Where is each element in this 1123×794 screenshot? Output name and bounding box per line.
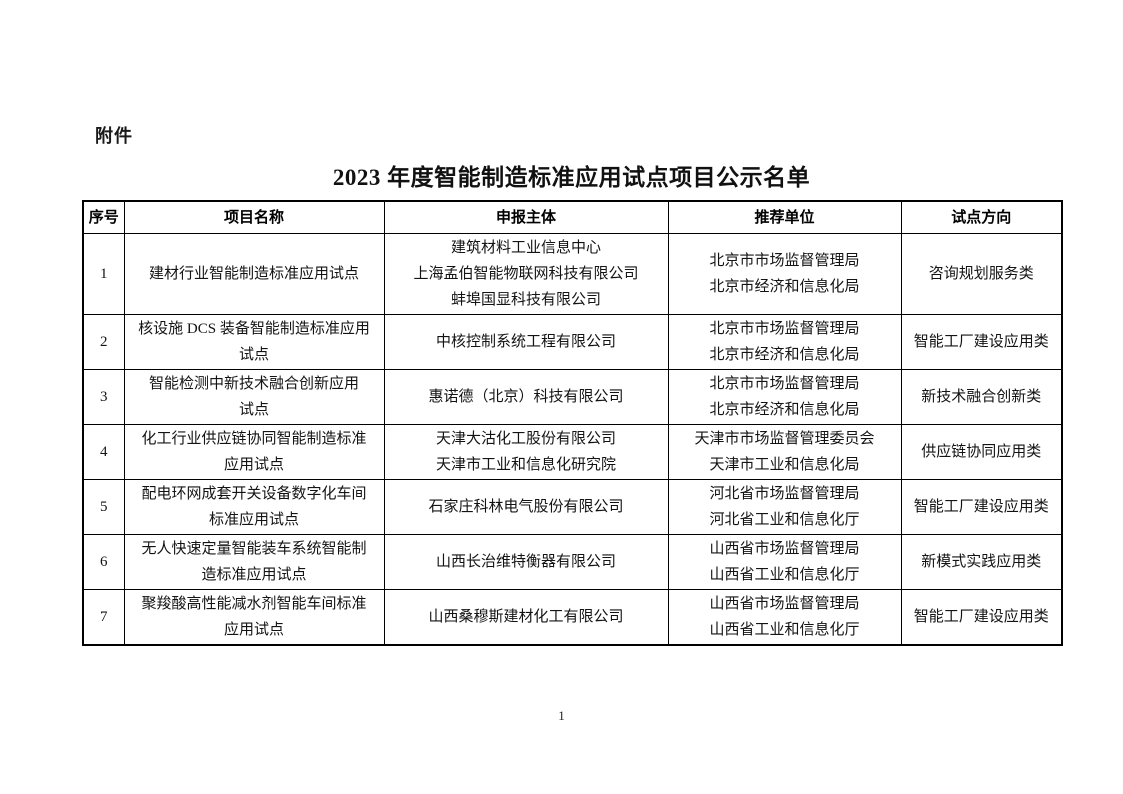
cell-serial: 2: [82, 314, 125, 370]
cell-applicant: 惠诺德（北京）科技有限公司: [383, 369, 669, 425]
cell-applicant: 中核控制系统工程有限公司: [383, 314, 669, 370]
cell-pilot-direction: 新技术融合创新类: [900, 369, 1063, 425]
header-serial: 序号: [82, 200, 125, 234]
cell-recommender: 山西省市场监督管理局 山西省工业和信息化厅: [667, 534, 902, 590]
cell-pilot-direction: 智能工厂建设应用类: [900, 589, 1063, 646]
table-row: 7 聚羧酸高性能减水剂智能车间标准 应用试点 山西桑穆斯建材化工有限公司 山西省…: [82, 589, 1063, 646]
cell-applicant: 山西桑穆斯建材化工有限公司: [383, 589, 669, 646]
cell-serial: 5: [82, 479, 125, 535]
table-row: 6 无人快速定量智能装车系统智能制 造标准应用试点 山西长治维特衡器有限公司 山…: [82, 534, 1063, 590]
cell-applicant: 山西长治维特衡器有限公司: [383, 534, 669, 590]
cell-recommender: 山西省市场监督管理局 山西省工业和信息化厅: [667, 589, 902, 646]
cell-project-name: 配电环网成套开关设备数字化车间 标准应用试点: [123, 479, 385, 535]
cell-recommender: 河北省市场监督管理局 河北省工业和信息化厅: [667, 479, 902, 535]
table-row: 2 核设施 DCS 装备智能制造标准应用 试点 中核控制系统工程有限公司 北京市…: [82, 314, 1063, 370]
attachment-label: 附件: [95, 126, 133, 146]
table-header-row: 序号 项目名称 申报主体 推荐单位 试点方向: [82, 200, 1063, 234]
cell-serial: 7: [82, 589, 125, 646]
table-row: 4 化工行业供应链协同智能制造标准 应用试点 天津大沽化工股份有限公司 天津市工…: [82, 424, 1063, 480]
cell-recommender: 北京市市场监督管理局 北京市经济和信息化局: [667, 314, 902, 370]
pilot-projects-table: 序号 项目名称 申报主体 推荐单位 试点方向 1 建材行业智能制造标准应用试点 …: [82, 200, 1063, 646]
cell-applicant: 建筑材料工业信息中心 上海孟伯智能物联网科技有限公司 蚌埠国显科技有限公司: [383, 233, 669, 315]
cell-pilot-direction: 智能工厂建设应用类: [900, 314, 1063, 370]
cell-project-name: 化工行业供应链协同智能制造标准 应用试点: [123, 424, 385, 480]
header-project-name: 项目名称: [123, 200, 385, 234]
cell-serial: 6: [82, 534, 125, 590]
cell-serial: 3: [82, 369, 125, 425]
table-row: 3 智能检测中新技术融合创新应用 试点 惠诺德（北京）科技有限公司 北京市市场监…: [82, 369, 1063, 425]
cell-project-name: 建材行业智能制造标准应用试点: [123, 233, 385, 315]
cell-applicant: 天津大沽化工股份有限公司 天津市工业和信息化研究院: [383, 424, 669, 480]
cell-pilot-direction: 智能工厂建设应用类: [900, 479, 1063, 535]
cell-project-name: 核设施 DCS 装备智能制造标准应用 试点: [123, 314, 385, 370]
cell-serial: 1: [82, 233, 125, 315]
page-number: 1: [558, 708, 565, 723]
cell-applicant: 石家庄科林电气股份有限公司: [383, 479, 669, 535]
cell-recommender: 北京市市场监督管理局 北京市经济和信息化局: [667, 369, 902, 425]
table-row: 1 建材行业智能制造标准应用试点 建筑材料工业信息中心 上海孟伯智能物联网科技有…: [82, 233, 1063, 315]
cell-project-name: 智能检测中新技术融合创新应用 试点: [123, 369, 385, 425]
cell-project-name: 无人快速定量智能装车系统智能制 造标准应用试点: [123, 534, 385, 590]
header-recommender: 推荐单位: [667, 200, 902, 234]
cell-serial: 4: [82, 424, 125, 480]
table-row: 5 配电环网成套开关设备数字化车间 标准应用试点 石家庄科林电气股份有限公司 河…: [82, 479, 1063, 535]
cell-recommender: 天津市市场监督管理委员会 天津市工业和信息化局: [667, 424, 902, 480]
header-applicant: 申报主体: [383, 200, 669, 234]
cell-pilot-direction: 供应链协同应用类: [900, 424, 1063, 480]
cell-pilot-direction: 咨询规划服务类: [900, 233, 1063, 315]
cell-project-name: 聚羧酸高性能减水剂智能车间标准 应用试点: [123, 589, 385, 646]
header-pilot-direction: 试点方向: [900, 200, 1063, 234]
cell-pilot-direction: 新模式实践应用类: [900, 534, 1063, 590]
cell-recommender: 北京市市场监督管理局 北京市经济和信息化局: [667, 233, 902, 315]
page-title: 2023 年度智能制造标准应用试点项目公示名单: [332, 165, 811, 190]
